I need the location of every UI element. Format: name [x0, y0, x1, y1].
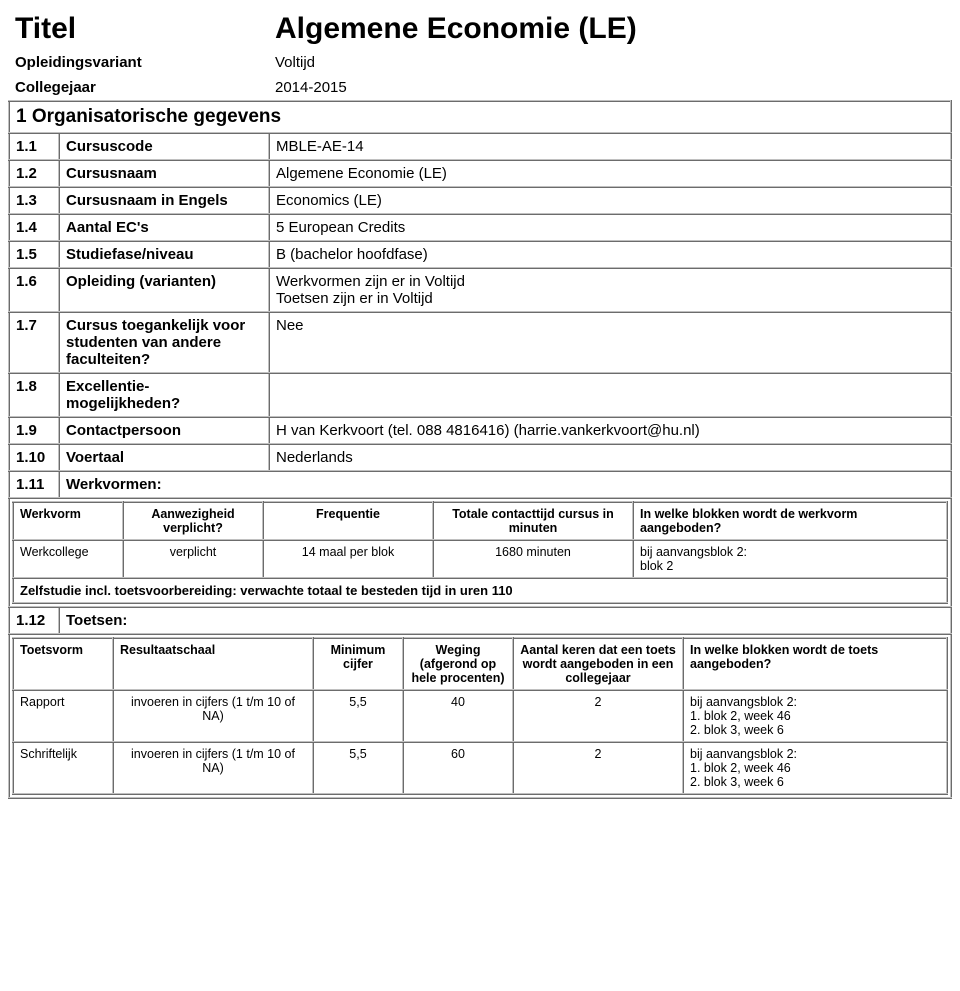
toets-blokken-cell: bij aanvangsblok 2: 1. blok 2, week 46 2… [683, 690, 947, 742]
frequentie-header: Frequentie [263, 502, 433, 540]
section1-heading: 1 Organisatorische gegevens [9, 101, 951, 133]
minimum-cell: 5,5 [313, 742, 403, 794]
row-num: 1.10 [9, 444, 59, 471]
title-label: Titel [9, 8, 269, 50]
minimum-header: Minimum cijfer [313, 638, 403, 690]
toetsvorm-header: Toetsvorm [13, 638, 113, 690]
row-num: 1.1 [9, 133, 59, 160]
row-label: Cursusnaam [59, 160, 269, 187]
row-value: Economics (LE) [269, 187, 951, 214]
blokken-cell: bij aanvangsblok 2: blok 2 [633, 540, 947, 578]
row-num: 1.7 [9, 312, 59, 373]
course-details-table: Titel Algemene Economie (LE) Opleidingsv… [8, 8, 952, 799]
variant-label: Opleidingsvariant [9, 50, 269, 75]
contact-value: H van Kerkvoort (tel. 088 4816416) (harr… [269, 417, 951, 444]
werkvormen-table: Werkvorm Aanwezigheid verplicht? Frequen… [12, 501, 948, 604]
row-num: 1.8 [9, 373, 59, 417]
row-num: 1.9 [9, 417, 59, 444]
weging-cell: 40 [403, 690, 513, 742]
row-label: Werkvormen: [59, 471, 951, 498]
row-label: Aantal EC's [59, 214, 269, 241]
row-value [269, 373, 951, 417]
weging-header: Weging (afgerond op hele procenten) [403, 638, 513, 690]
title-value: Algemene Economie (LE) [269, 8, 951, 50]
row-value: Werkvormen zijn er in Voltijd Toetsen zi… [269, 268, 951, 312]
row-value: Algemene Economie (LE) [269, 160, 951, 187]
row-value: MBLE-AE-14 [269, 133, 951, 160]
aantalkeren-cell: 2 [513, 742, 683, 794]
row-label: Excellentie-mogelijkheden? [59, 373, 269, 417]
variant-value: Voltijd [269, 50, 951, 75]
toets-blokken-cell: bij aanvangsblok 2: 1. blok 2, week 46 2… [683, 742, 947, 794]
row-label: Contactpersoon [59, 417, 269, 444]
werkvorm-cell: Werkcollege [13, 540, 123, 578]
row-num: 1.5 [9, 241, 59, 268]
toetsen-num: 1.12 [9, 607, 59, 634]
resultaatschaal-cell: invoeren in cijfers (1 t/m 10 of NA) [113, 690, 313, 742]
frequentie-cell: 14 maal per blok [263, 540, 433, 578]
row-value: Nederlands [269, 444, 951, 471]
toetsen-table: Toetsvorm Resultaatschaal Minimum cijfer… [12, 637, 948, 795]
year-value: 2014-2015 [269, 75, 951, 101]
row-value: 5 European Credits [269, 214, 951, 241]
row-num: 1.3 [9, 187, 59, 214]
row-num: 1.2 [9, 160, 59, 187]
toetsen-label: Toetsen: [59, 607, 951, 634]
toetsvorm-cell: Rapport [13, 690, 113, 742]
year-label: Collegejaar [9, 75, 269, 101]
row-value: B (bachelor hoofdfase) [269, 241, 951, 268]
row-num: 1.6 [9, 268, 59, 312]
contacttijd-cell: 1680 minuten [433, 540, 633, 578]
resultaatschaal-cell: invoeren in cijfers (1 t/m 10 of NA) [113, 742, 313, 794]
zelfstudie-text: Zelfstudie incl. toetsvoorbereiding: ver… [13, 578, 947, 603]
row-label: Studiefase/niveau [59, 241, 269, 268]
row-value: Nee [269, 312, 951, 373]
weging-cell: 60 [403, 742, 513, 794]
row-num: 1.4 [9, 214, 59, 241]
blokken-header: In welke blokken wordt de werkvorm aange… [633, 502, 947, 540]
minimum-cell: 5,5 [313, 690, 403, 742]
row-label: Cursus toegankelijk voor studenten van a… [59, 312, 269, 373]
row-num: 1.11 [9, 471, 59, 498]
row-label: Voertaal [59, 444, 269, 471]
toetsvorm-cell: Schriftelijk [13, 742, 113, 794]
row-label: Cursuscode [59, 133, 269, 160]
aantalkeren-header: Aantal keren dat een toets wordt aangebo… [513, 638, 683, 690]
contacttijd-header: Totale contacttijd cursus in minuten [433, 502, 633, 540]
toets-blokken-header: In welke blokken wordt de toets aangebod… [683, 638, 947, 690]
werkvorm-header: Werkvorm [13, 502, 123, 540]
row-label: Opleiding (varianten) [59, 268, 269, 312]
row-label: Cursusnaam in Engels [59, 187, 269, 214]
aanwezigheid-header: Aanwezigheid verplicht? [123, 502, 263, 540]
aanwezigheid-cell: verplicht [123, 540, 263, 578]
resultaatschaal-header: Resultaatschaal [113, 638, 313, 690]
aantalkeren-cell: 2 [513, 690, 683, 742]
